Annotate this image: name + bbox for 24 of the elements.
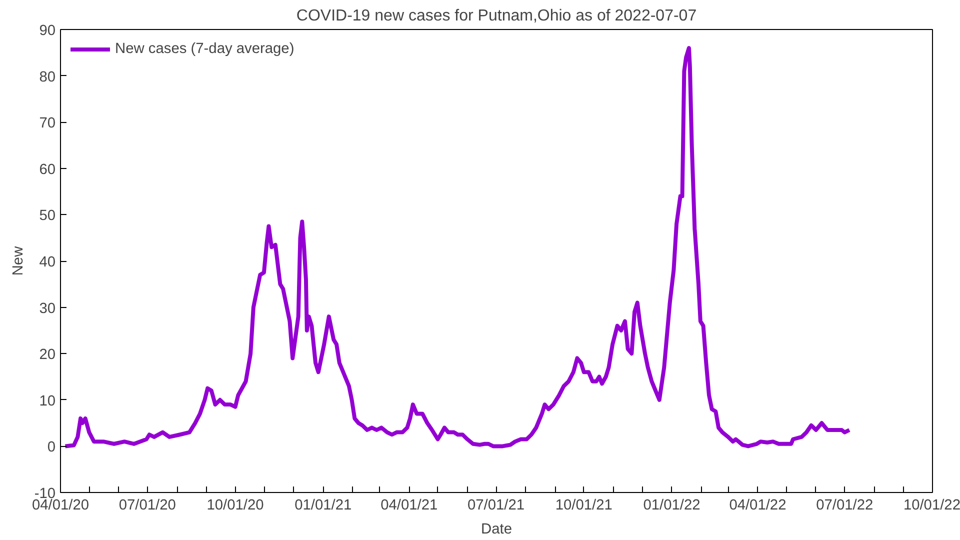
y-tick-label: 70 bbox=[39, 116, 56, 132]
chart-title: COVID-19 new cases for Putnam,Ohio as of 2022-07-07 bbox=[296, 8, 697, 24]
y-tick-label: 80 bbox=[39, 69, 56, 86]
x-tick-label: 04/01/21 bbox=[380, 498, 438, 514]
y-tick-label: 60 bbox=[39, 162, 56, 178]
x-tick-label: 07/01/21 bbox=[467, 498, 525, 514]
x-axis-title: Date bbox=[481, 522, 512, 538]
legend-label: New cases (7-day average) bbox=[115, 41, 294, 57]
y-tick-label: 90 bbox=[39, 23, 56, 39]
x-tick-label: 07/01/20 bbox=[118, 498, 176, 514]
x-tick-label: 10/01/22 bbox=[903, 498, 960, 514]
x-tick-label: 01/01/22 bbox=[643, 498, 700, 514]
x-tick-label: 07/01/22 bbox=[816, 498, 874, 514]
y-axis-title: New bbox=[10, 246, 26, 276]
y-tick-label: 20 bbox=[39, 347, 56, 364]
x-tick-label: 01/01/21 bbox=[294, 498, 352, 514]
x-tick-label: 10/01/20 bbox=[206, 498, 264, 514]
y-tick-label: 40 bbox=[39, 254, 56, 270]
y-tick-label: 50 bbox=[39, 208, 56, 224]
y-tick-label: 10 bbox=[39, 393, 56, 410]
x-tick-label: 04/01/22 bbox=[729, 498, 786, 514]
y-tick-label: 0 bbox=[47, 440, 56, 456]
x-tick-label: 10/01/21 bbox=[555, 498, 612, 514]
y-tick-label: 30 bbox=[39, 300, 56, 317]
